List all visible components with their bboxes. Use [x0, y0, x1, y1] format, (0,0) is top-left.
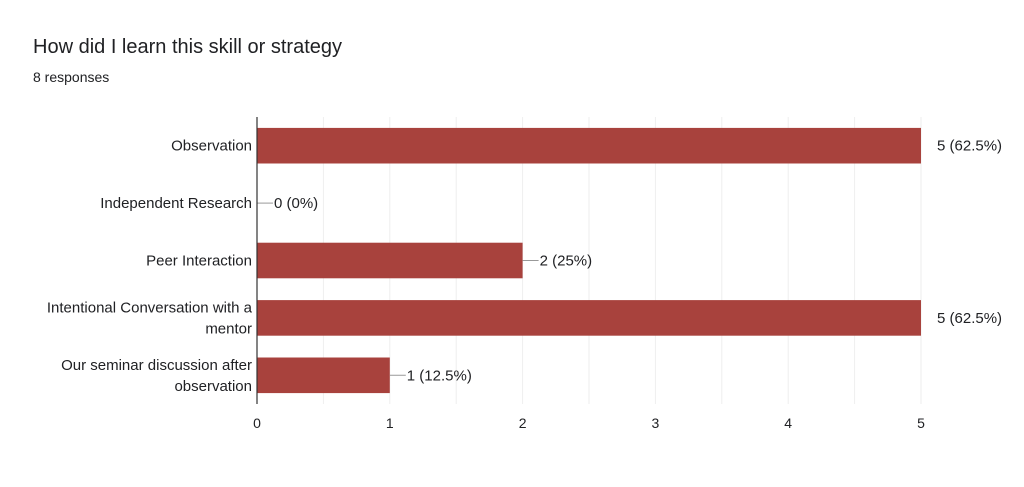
chart-title: How did I learn this skill or strategy [33, 36, 343, 58]
bar [257, 127, 921, 164]
category-label: Observation [171, 138, 252, 155]
response-count: 8 responses [33, 69, 110, 85]
bar [257, 357, 390, 394]
x-tick-label: 4 [784, 415, 792, 431]
x-tick-label: 3 [652, 415, 660, 431]
category-label: mentor [205, 320, 252, 337]
data-label: 2 (25%) [540, 253, 593, 270]
category-label: Intentional Conversation with a [47, 299, 253, 316]
bar [257, 242, 523, 279]
x-tick-label: 1 [386, 415, 394, 431]
data-label: 5 (62.5%) [937, 138, 1002, 155]
data-label: 5 (62.5%) [937, 310, 1002, 327]
x-tick-label: 0 [253, 415, 261, 431]
x-tick-label: 2 [519, 415, 527, 431]
category-label: observation [174, 378, 252, 395]
category-label: Independent Research [100, 195, 252, 212]
data-label: 1 (12.5%) [407, 367, 472, 384]
data-label: 0 (0%) [274, 195, 318, 212]
bar [257, 300, 921, 336]
category-label: Peer Interaction [146, 253, 252, 270]
x-tick-label: 5 [917, 415, 925, 431]
category-label: Our seminar discussion after [61, 357, 252, 374]
